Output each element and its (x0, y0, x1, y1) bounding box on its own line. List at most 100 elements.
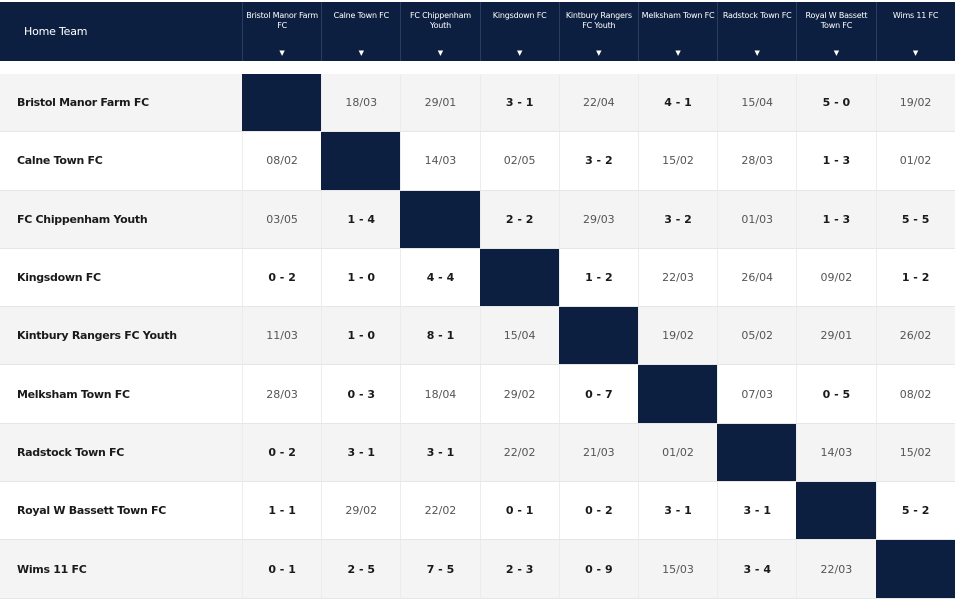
fixture-date-cell[interactable]: 22/03 (796, 540, 875, 598)
result-cell[interactable]: 7 - 5 (400, 540, 479, 598)
away-team-header[interactable]: Kingsdown FC ▼ (479, 2, 559, 61)
fixture-date-cell[interactable]: 26/02 (875, 307, 955, 365)
home-team-name[interactable]: Calne Town FC (17, 154, 103, 168)
fixture-date-cell[interactable]: 29/01 (796, 307, 875, 365)
fixture-date-cell[interactable]: 22/04 (558, 74, 638, 132)
result-cell[interactable]: 1 - 4 (321, 190, 400, 248)
result-cell[interactable]: 0 - 7 (558, 365, 638, 423)
result-cell[interactable]: 8 - 1 (400, 307, 479, 365)
result-cell[interactable]: 0 - 2 (558, 482, 638, 540)
home-team-name[interactable]: Royal W Bassett Town FC (17, 504, 167, 518)
self-match-cell (242, 74, 322, 132)
away-team-header[interactable]: Melksham Town FC ▼ (637, 2, 717, 61)
result-cell[interactable]: 3 - 1 (321, 423, 400, 482)
fixture-date-cell[interactable]: 29/02 (321, 482, 400, 540)
sort-arrow-icon[interactable]: ▼ (279, 49, 285, 57)
fixture-date-cell[interactable]: 19/02 (875, 74, 955, 132)
fixture-date-cell[interactable]: 03/05 (242, 190, 321, 248)
fixture-date-cell[interactable]: 15/04 (717, 74, 796, 132)
away-team-header[interactable]: FC Chippenham Youth ▼ (400, 2, 479, 61)
result-cell[interactable]: 1 - 2 (875, 248, 955, 307)
result-cell[interactable]: 0 - 2 (242, 248, 321, 307)
sort-arrow-icon[interactable]: ▼ (596, 49, 602, 57)
sort-arrow-icon[interactable]: ▼ (754, 49, 760, 57)
result-cell[interactable]: 3 - 1 (400, 423, 479, 482)
fixture-date-cell[interactable]: 11/03 (242, 307, 321, 365)
fixture-date-cell[interactable]: 22/02 (400, 482, 479, 540)
result-cell[interactable]: 1 - 2 (558, 248, 638, 307)
result-cell[interactable]: 1 - 3 (796, 132, 875, 190)
fixture-date-cell[interactable]: 18/04 (400, 365, 479, 423)
result-cell[interactable]: 2 - 2 (479, 190, 559, 248)
result-cell[interactable]: 0 - 2 (242, 423, 321, 482)
sort-arrow-icon[interactable]: ▼ (437, 49, 444, 57)
home-team-name[interactable]: Bristol Manor Farm FC (17, 96, 149, 110)
fixture-date-cell[interactable]: 29/02 (479, 365, 559, 423)
fixture-date-cell[interactable]: 05/02 (717, 307, 796, 365)
result-cell[interactable]: 1 - 1 (242, 482, 321, 540)
result-cell[interactable]: 5 - 2 (875, 482, 955, 540)
result-cell[interactable]: 5 - 0 (796, 74, 875, 132)
home-team-name[interactable]: Melksham Town FC (17, 387, 130, 401)
away-team-header[interactable]: Calne Town FC ▼ (321, 2, 400, 61)
result-cell[interactable]: 1 - 3 (796, 190, 875, 248)
fixture-date-cell[interactable]: 08/02 (242, 132, 321, 190)
result-cell[interactable]: 2 - 3 (479, 540, 559, 598)
fixture-date-cell[interactable]: 29/03 (558, 190, 638, 248)
fixture-date-cell[interactable]: 07/03 (717, 365, 796, 423)
fixture-date-cell[interactable]: 28/03 (242, 365, 321, 423)
fixture-date-cell[interactable]: 26/04 (717, 248, 796, 307)
fixture-date-cell[interactable]: 08/02 (875, 365, 955, 423)
away-team-header[interactable]: Radstock Town FC ▼ (717, 2, 796, 61)
home-team-name[interactable]: Wims 11 FC (17, 562, 87, 576)
sort-arrow-icon[interactable]: ▼ (912, 49, 919, 57)
sort-arrow-icon[interactable]: ▼ (675, 49, 681, 57)
fixture-date-cell[interactable]: 15/02 (637, 132, 717, 190)
result-cell[interactable]: 0 - 1 (479, 482, 559, 540)
result-cell[interactable]: 3 - 1 (717, 482, 796, 540)
result-cell[interactable]: 0 - 3 (321, 365, 400, 423)
result-cell[interactable]: 4 - 1 (637, 74, 717, 132)
result-cell[interactable]: 5 - 5 (875, 190, 955, 248)
fixture-date-cell[interactable]: 02/05 (479, 132, 559, 190)
sort-arrow-icon[interactable]: ▼ (833, 49, 840, 57)
away-team-header[interactable]: Bristol Manor Farm FC ▼ (242, 2, 321, 61)
result-cell[interactable]: 1 - 0 (321, 307, 400, 365)
fixture-date-cell[interactable]: 15/02 (875, 423, 955, 482)
result-cell[interactable]: 0 - 5 (796, 365, 875, 423)
fixture-date-cell[interactable]: 21/03 (558, 423, 638, 482)
fixture-date-cell[interactable]: 28/03 (717, 132, 796, 190)
home-team-name[interactable]: Kingsdown FC (17, 271, 101, 285)
fixture-date-cell[interactable]: 01/02 (637, 423, 717, 482)
fixture-date-cell[interactable]: 18/03 (321, 74, 400, 132)
fixture-date-cell[interactable]: 19/02 (637, 307, 717, 365)
fixture-date-cell[interactable]: 01/02 (875, 132, 955, 190)
home-team-name[interactable]: Kintbury Rangers FC Youth (17, 329, 177, 343)
fixture-date-cell[interactable]: 22/02 (479, 423, 559, 482)
away-team-header[interactable]: Kintbury Rangers FC Youth ▼ (558, 2, 638, 61)
result-cell[interactable]: 2 - 5 (321, 540, 400, 598)
fixture-date-cell[interactable]: 14/03 (796, 423, 875, 482)
fixture-date-cell[interactable]: 15/03 (637, 540, 717, 598)
home-team-name[interactable]: FC Chippenham Youth (17, 212, 148, 226)
result-cell[interactable]: 3 - 4 (717, 540, 796, 598)
result-cell[interactable]: 3 - 2 (558, 132, 638, 190)
fixture-date-cell[interactable]: 14/03 (400, 132, 479, 190)
home-team-name[interactable]: Radstock Town FC (17, 445, 125, 459)
fixture-date-cell[interactable]: 15/04 (479, 307, 559, 365)
result-cell[interactable]: 4 - 4 (400, 248, 479, 307)
result-cell[interactable]: 3 - 1 (637, 482, 717, 540)
away-team-header[interactable]: Royal W Bassett Town FC ▼ (796, 2, 875, 61)
fixture-date-cell[interactable]: 01/03 (717, 190, 796, 248)
fixture-date-cell[interactable]: 22/03 (637, 248, 717, 307)
result-cell[interactable]: 3 - 2 (637, 190, 717, 248)
sort-arrow-icon[interactable]: ▼ (516, 49, 523, 57)
result-cell[interactable]: 0 - 9 (558, 540, 638, 598)
fixture-date-cell[interactable]: 09/02 (796, 248, 875, 307)
sort-arrow-icon[interactable]: ▼ (358, 49, 364, 57)
fixture-date-cell[interactable]: 29/01 (400, 74, 479, 132)
away-team-header[interactable]: Wims 11 FC ▼ (875, 2, 955, 61)
result-cell[interactable]: 0 - 1 (242, 540, 321, 598)
result-cell[interactable]: 3 - 1 (479, 74, 559, 132)
result-cell[interactable]: 1 - 0 (321, 248, 400, 307)
